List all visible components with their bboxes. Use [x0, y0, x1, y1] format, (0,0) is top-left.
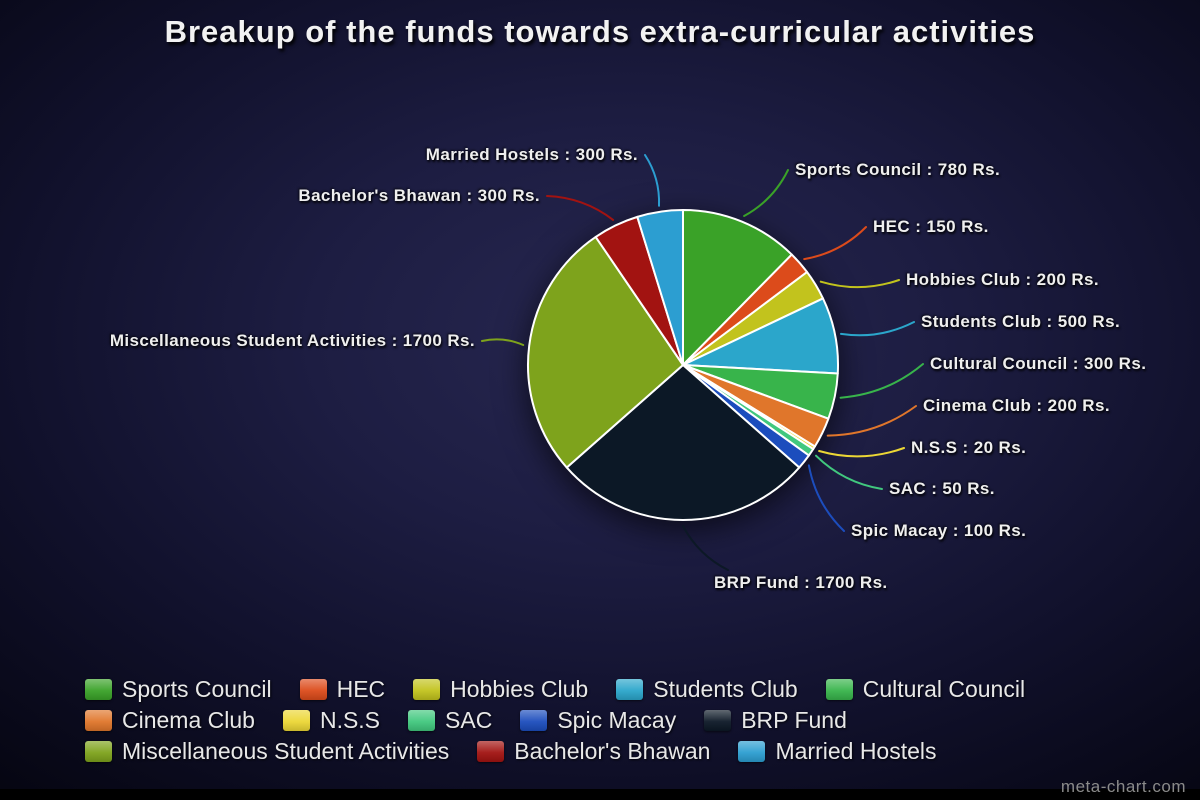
- legend-swatch-5: [85, 709, 112, 731]
- legend-label-3: Students Club: [653, 675, 798, 702]
- legend-item-9: BRP Fund: [704, 707, 847, 733]
- pie-label-hobbies-club: Hobbies Club : 200 Rs.: [906, 270, 1100, 289]
- legend-item-8: Spic Macay: [520, 707, 676, 733]
- legend-item-1: HEC: [299, 675, 386, 702]
- pie-slice-0: [682, 209, 793, 366]
- legend-swatch-4: [825, 678, 853, 700]
- legend-label-8: Spic Macay: [557, 706, 677, 733]
- pie-label-sac: SAC : 50 Rs.: [889, 479, 995, 498]
- legend-swatch-6: [282, 709, 310, 731]
- legend-item-5: Cinema Club: [85, 707, 255, 733]
- pie-label-students-club: Students Club : 500 Rs.: [921, 312, 1121, 331]
- pie-chart: [527, 209, 839, 522]
- pie-label-cultural-council: Cultural Council : 300 Rs.: [930, 354, 1147, 373]
- legend-label-10: Miscellaneous Student Activities: [122, 737, 450, 764]
- legend-item-4: Cultural Council: [825, 675, 1026, 702]
- pie-label-hec: HEC : 150 Rs.: [873, 217, 989, 236]
- legend-label-12: Married Hostels: [775, 737, 937, 764]
- legend-item-11: Bachelor's Bhawan: [477, 738, 710, 764]
- pie-label-spic-macay: Spic Macay : 100 Rs.: [851, 521, 1027, 540]
- legend-swatch-2: [413, 678, 441, 700]
- legend-item-7: SAC: [408, 707, 492, 733]
- chart-title: Breakup of the funds towards extra-curri…: [164, 14, 1036, 49]
- pie-label-cinema-club: Cinema Club : 200 Rs.: [923, 396, 1110, 415]
- legend-label-11: Bachelor's Bhawan: [514, 737, 711, 764]
- legend-item-10: Miscellaneous Student Activities: [85, 738, 449, 764]
- legend-item-2: Hobbies Club: [413, 676, 588, 702]
- legend-item-0: Sports Council: [85, 676, 272, 702]
- legend-label-9: BRP Fund: [741, 706, 847, 733]
- pie-slice-12: [636, 209, 684, 366]
- legend: Sports Council HEC Hobbies Club Students Cl…: [85, 676, 1133, 764]
- pie-label-brp-fund: BRP Fund : 1700 Rs.: [714, 573, 888, 592]
- watermark: meta-chart.com: [1060, 777, 1186, 796]
- legend-label-7: SAC: [445, 706, 493, 733]
- pie-slice-10: [527, 235, 684, 469]
- legend-label-1: HEC: [336, 675, 386, 702]
- legend-label-5: Cinema Club: [122, 706, 255, 733]
- legend-label-6: N.S.S: [319, 706, 381, 733]
- legend-swatch-11: [477, 740, 505, 762]
- legend-swatch-1: [299, 678, 327, 700]
- legend-swatch-9: [704, 709, 732, 731]
- legend-swatch-0: [85, 678, 112, 700]
- legend-item-6: N.S.S: [282, 706, 381, 733]
- legend-swatch-3: [616, 678, 644, 700]
- legend-item-12: Married Hostels: [738, 737, 937, 764]
- pie-label-sports-council: Sports Council : 780 Rs.: [795, 160, 1001, 179]
- pie-label-bachelors-bhawan: Bachelor's Bhawan : 300 Rs.: [298, 186, 540, 205]
- legend-swatch-12: [738, 740, 766, 762]
- legend-swatch-8: [520, 709, 548, 731]
- legend-item-3: Students Club: [616, 675, 798, 702]
- legend-label-2: Hobbies Club: [450, 675, 589, 702]
- pie-label-married-hostels: Married Hostels : 300 Rs.: [425, 145, 638, 164]
- pie-slice-9: [565, 364, 801, 522]
- legend-swatch-7: [408, 709, 436, 731]
- pie-label-nss: N.S.S : 20 Rs.: [911, 438, 1027, 457]
- legend-swatch-10: [85, 740, 112, 762]
- legend-label-0: Sports Council: [122, 675, 272, 702]
- pie-label-misc-student-activities: Miscellaneous Student Activities : 1700 …: [109, 331, 475, 350]
- legend-label-4: Cultural Council: [862, 675, 1026, 702]
